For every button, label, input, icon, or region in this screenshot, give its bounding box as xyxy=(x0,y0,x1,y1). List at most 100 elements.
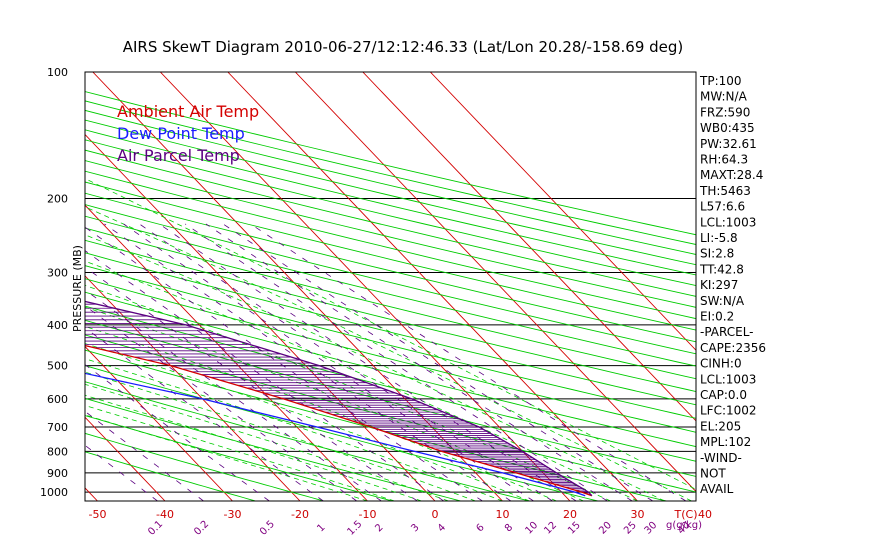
mixing-ratio-line xyxy=(104,223,512,501)
legend-entry: Air Parcel Temp xyxy=(117,146,240,165)
stability-index-label: SW:N/A xyxy=(700,294,745,308)
isotherm-line xyxy=(362,72,696,422)
bottom-temp-tick-label: -20 xyxy=(291,508,309,521)
t-unit-label: T(C) xyxy=(674,508,698,521)
mixing-ratio-line xyxy=(85,410,204,501)
pressure-tick-label: 100 xyxy=(47,66,68,79)
stability-index-label: RH:64.3 xyxy=(700,153,748,167)
plot-grid xyxy=(0,72,696,501)
isotherm-line xyxy=(85,345,233,501)
dry-adiabat-line xyxy=(85,227,696,380)
bottom-temp-tick-label: -50 xyxy=(89,508,107,521)
mixing-ratio-tick-label: 3 xyxy=(409,522,421,534)
dry-adiabat-line xyxy=(85,415,393,501)
dry-adiabat-line xyxy=(85,192,696,343)
mixing-ratio-axis: 0.1 0.2 0.5 1 1.5 2 3 4 6 8 10 12 15 20 25 30 40 xyxy=(146,519,692,538)
isotherm-line xyxy=(85,416,166,501)
mixing-ratio-line xyxy=(85,364,270,501)
mixing-ratio-unit-label: g(g/kg) xyxy=(666,520,702,531)
pressure-tick-label: 400 xyxy=(47,319,68,332)
moist-adiabat-line xyxy=(85,405,395,501)
pressure-tick-label: 700 xyxy=(47,421,68,434)
stability-index-label: TH:5463 xyxy=(699,184,751,198)
dry-adiabat-line xyxy=(85,181,696,331)
legend-entry: Dew Point Temp xyxy=(117,124,245,143)
dry-adiabat-line xyxy=(85,149,696,297)
stability-index-label: -PARCEL- xyxy=(700,325,754,339)
stability-index-label: LCL:1003 xyxy=(700,215,756,229)
bottom-temp-tick-label: -30 xyxy=(224,508,242,521)
dry-adiabat-line xyxy=(85,451,256,501)
moist-adiabat-line xyxy=(85,371,476,501)
stability-index-label: TT:42.8 xyxy=(699,262,744,276)
plot-frame xyxy=(84,71,697,502)
bottom-temp-tick-label: 0 xyxy=(432,508,439,521)
dry-adiabat-line xyxy=(85,365,598,501)
dry-adiabat-line xyxy=(85,119,696,266)
dry-adiabat-line xyxy=(85,252,696,406)
air-parcel-templine xyxy=(85,300,593,497)
isotherm-line xyxy=(0,72,30,501)
isotherm-line xyxy=(429,72,696,351)
dew-point-templine xyxy=(85,372,586,497)
stability-index-label: L57:6.6 xyxy=(700,200,745,214)
ambient-air-templine xyxy=(85,344,593,497)
mixing-ratio-tick-label: 1.5 xyxy=(345,519,364,538)
stability-index-label: MW:N/A xyxy=(700,90,748,104)
pressure-tick-label: 800 xyxy=(47,445,68,458)
dry-adiabat-line xyxy=(85,397,462,501)
moist-adiabat-line xyxy=(85,343,530,501)
moist-adiabat-line xyxy=(85,178,696,490)
bottom-temp-tick-label: 20 xyxy=(563,508,577,521)
dry-adiabat-line xyxy=(85,381,530,501)
mixing-ratio-tick-label: 30 xyxy=(643,520,660,537)
mixing-ratio-line xyxy=(185,223,608,501)
mixing-ratio-line xyxy=(159,223,577,501)
pressure-tick-label: 300 xyxy=(47,266,68,279)
mixing-ratio-tick-label: 8 xyxy=(503,522,515,534)
dry-adiabat-line xyxy=(85,170,696,320)
stability-index-label: KI:297 xyxy=(700,278,738,292)
moist-adiabat-line xyxy=(85,326,557,501)
mixing-ratio-line xyxy=(123,223,534,501)
stability-index-label: -WIND- xyxy=(700,451,742,465)
isotherm-line xyxy=(294,72,696,493)
pressure-tick-label: 200 xyxy=(47,192,68,205)
pressure-tick-label: 600 xyxy=(47,393,68,406)
stability-index-label: LI:-5.8 xyxy=(700,231,738,245)
mixing-ratio-line xyxy=(205,223,633,501)
mixing-ratio-tick-label: 12 xyxy=(542,520,559,537)
dry-adiabat-line xyxy=(85,291,696,448)
dry-adiabat-line xyxy=(85,139,696,287)
mixing-ratio-tick-label: 25 xyxy=(622,520,639,537)
bottom-temp-tick-label: 40 xyxy=(698,508,712,521)
cape-hatch xyxy=(85,303,591,495)
mixing-ratio-tick-label: 6 xyxy=(474,522,486,534)
stability-index-label: PW:32.61 xyxy=(700,137,757,151)
moist-adiabat-line xyxy=(85,358,503,501)
moist-adiabat-line xyxy=(85,260,638,501)
stability-index-label: EI:0.2 xyxy=(700,310,734,324)
bottom-temp-tick-label: -40 xyxy=(156,508,174,521)
pressure-tick-label: 500 xyxy=(47,360,68,373)
moist-adiabat-line xyxy=(85,394,422,501)
moist-adiabat-line xyxy=(85,284,611,501)
mixing-ratio-tick-label: 4 xyxy=(436,522,448,534)
stability-index-label: CAPE:2356 xyxy=(700,341,766,355)
profile-lines xyxy=(85,300,593,497)
moist-adiabat-line xyxy=(85,206,692,501)
pressure-tick-label: 900 xyxy=(47,467,68,480)
moist-adiabat-line xyxy=(85,383,449,501)
dry-adiabat-line xyxy=(85,160,696,308)
bottom-temp-tick-label: -10 xyxy=(359,508,377,521)
bottom-temp-tick-label: 30 xyxy=(631,508,645,521)
chart-title: AIRS SkewT Diagram 2010-06-27/12:12:46.3… xyxy=(123,38,684,56)
dry-adiabat-line xyxy=(85,109,696,255)
mixing-ratio-tick-label: 15 xyxy=(566,520,583,537)
mixing-ratio-tick-label: 0.2 xyxy=(192,519,211,538)
mixing-ratio-tick-label: 1 xyxy=(315,522,327,534)
stability-index-label: MPL:102 xyxy=(700,435,751,449)
mixing-ratio-tick-label: 10 xyxy=(523,520,540,537)
stability-index-label: MAXT:28.4 xyxy=(700,168,763,182)
